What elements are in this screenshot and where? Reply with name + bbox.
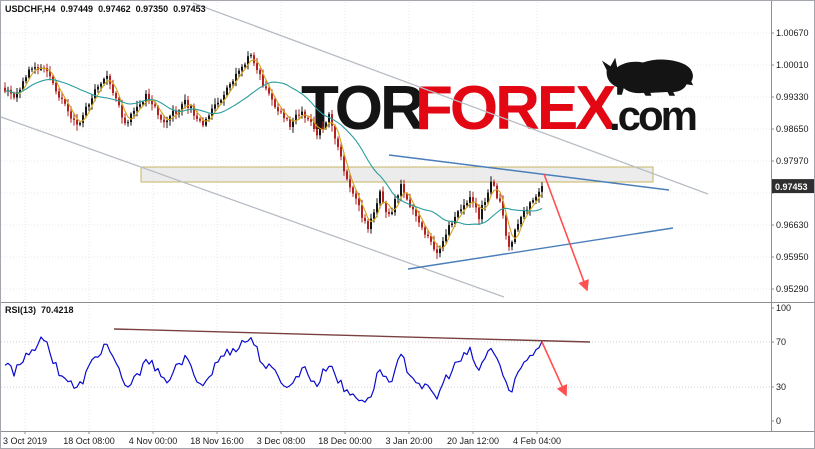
rsi-axis-label: 70 [776, 337, 786, 347]
close-value: 0.97453 [173, 4, 206, 14]
date-axis-label: 20 Jan 12:00 [447, 436, 499, 446]
date-axis-label: 18 Dec 00:00 [318, 436, 372, 446]
price-axis-label: 0.99330 [776, 92, 809, 102]
panel-frames [1, 1, 814, 432]
open-value: 0.97449 [60, 4, 94, 14]
logo-com-text: .com [609, 92, 696, 139]
rsi-axis-label: 30 [776, 382, 786, 392]
price-axis-label: 1.00670 [776, 28, 809, 38]
resistance-zone-box[interactable] [140, 166, 654, 183]
logo-tor-text: TOR [301, 74, 424, 143]
date-axis-label: 3 Oct 2019 [3, 436, 47, 446]
forecast-arrow-rsi[interactable] [541, 341, 568, 397]
price-axis-label: 0.96630 [776, 220, 809, 230]
gridlines [1, 2, 771, 431]
date-axis-label: 4 Feb 04:00 [513, 436, 561, 446]
price-axis-label: 0.98650 [776, 124, 809, 134]
rsi-name: RSI(13) [5, 305, 37, 315]
date-axis-label: 4 Nov 00:00 [129, 436, 178, 446]
rsi-indicator-label: RSI(13) 70.4218 [5, 305, 74, 315]
channel-bottom-line[interactable] [1, 116, 505, 298]
date-axis-label: 3 Dec 08:00 [257, 436, 306, 446]
bull-icon [601, 57, 694, 96]
rsi-axis-label: 0 [776, 416, 781, 426]
date-axis-label: 18 Nov 16:00 [190, 436, 244, 446]
rsi-axis-label: 100 [776, 303, 791, 313]
price-axis-label: 0.95290 [776, 284, 809, 294]
forecast-arrow-main[interactable] [543, 173, 589, 292]
ma-fast-line [4, 59, 543, 249]
price-axis-label: 0.97970 [776, 156, 809, 166]
price-axis-label: 0.95950 [776, 252, 809, 262]
rsi-line [4, 336, 543, 403]
trendlines[interactable] [1, 2, 709, 298]
low-value: 0.97350 [135, 4, 169, 14]
price-axis-label: 1.00010 [776, 60, 809, 70]
ma-slow-line [4, 78, 543, 226]
current-price-badge-text: 0.97453 [775, 182, 808, 192]
resistance-trendline[interactable] [388, 154, 670, 191]
chart-ohlc-header: USDCHF,H4 0.97449 0.97462 0.97350 0.9745… [5, 4, 206, 14]
symbol-timeframe-label: USDCHF,H4 [5, 4, 56, 14]
rsi-trendline[interactable] [113, 328, 591, 343]
channel-top-line[interactable] [192, 2, 709, 195]
rsi-value: 70.4218 [41, 305, 74, 315]
high-value: 0.97462 [98, 4, 131, 14]
axis-labels: 1.00670 1.00010 0.99330 0.98650 0.97970 0.966… [3, 28, 809, 446]
logo-forex-text: FOREX [415, 74, 616, 143]
current-price-badge: 0.97453 [772, 179, 814, 194]
date-axis-label: 18 Oct 08:00 [63, 436, 115, 446]
date-axis-label: 3 Jan 20:00 [385, 436, 432, 446]
support-trendline[interactable] [407, 227, 674, 270]
